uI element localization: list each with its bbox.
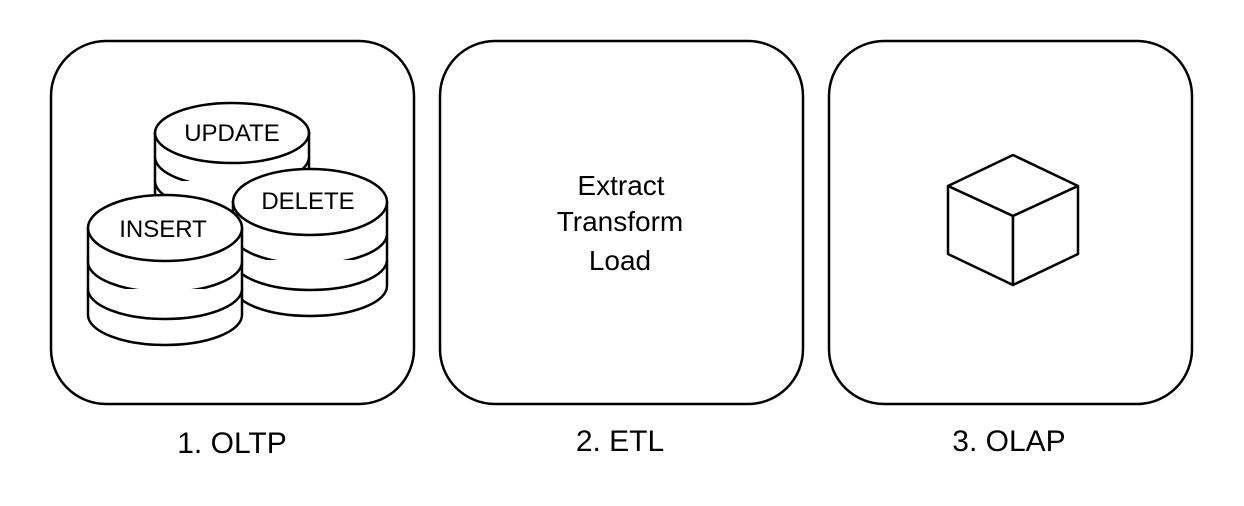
etl-load-text: Load bbox=[589, 245, 651, 276]
etl-extract-text: Extract bbox=[577, 170, 664, 201]
oltp-caption: 1. OLTP bbox=[177, 427, 286, 460]
insert-label: INSERT bbox=[119, 216, 207, 243]
olap-caption: 3. OLAP bbox=[952, 425, 1065, 458]
update-label: UPDATE bbox=[184, 120, 280, 147]
database-stack-icon: UPDATE DELETE INSERT bbox=[86, 101, 389, 347]
etl-transform-text: Transform bbox=[557, 206, 684, 237]
cube-right-face bbox=[1011, 184, 1080, 287]
delete-label: DELETE bbox=[261, 188, 354, 215]
etl-panel: Extract Transform Load 2. ETL bbox=[438, 39, 805, 458]
delete-database-icon: DELETE bbox=[231, 167, 389, 318]
etl-box bbox=[438, 39, 805, 406]
etl-caption: 2. ETL bbox=[576, 425, 664, 458]
insert-database-icon: INSERT bbox=[86, 193, 244, 347]
cube-icon bbox=[946, 153, 1080, 287]
oltp-panel: UPDATE DELETE INSERT 1. OLTP bbox=[49, 39, 416, 460]
olap-panel: 3. OLAP bbox=[827, 39, 1194, 458]
